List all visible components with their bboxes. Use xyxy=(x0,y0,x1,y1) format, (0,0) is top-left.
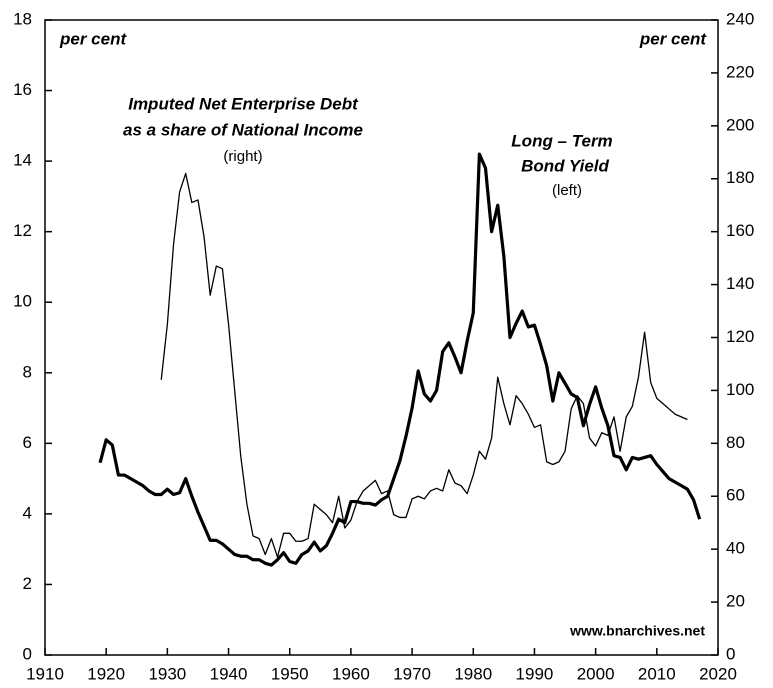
annotation: Long – Term xyxy=(511,131,612,150)
y-tick-label: 8 xyxy=(23,362,32,381)
y2-tick-label: 240 xyxy=(726,9,754,28)
y2-tick-label: 20 xyxy=(726,592,745,611)
y-tick-label: 4 xyxy=(23,503,32,522)
series-line xyxy=(160,172,688,558)
y2-tick-label: 80 xyxy=(726,433,745,452)
x-tick-label: 1970 xyxy=(393,664,431,683)
y2-tick-label: 100 xyxy=(726,380,754,399)
plot-frame xyxy=(44,19,719,656)
source: www.bnarchives.net xyxy=(569,623,705,639)
x-tick-label: 1940 xyxy=(210,664,248,683)
annotation: (right) xyxy=(223,148,262,165)
y2-tick-label: 40 xyxy=(726,539,745,558)
y-tick-label: 18 xyxy=(13,9,32,28)
x-tick-label: 2000 xyxy=(577,664,615,683)
y2-tick-label: 120 xyxy=(726,327,754,346)
y-tick-label: 14 xyxy=(13,151,32,170)
x-tick-label: 1930 xyxy=(148,664,186,683)
y-tick-label: 10 xyxy=(13,292,32,311)
annotation: Bond Yield xyxy=(521,156,609,175)
y2-tick-label: 180 xyxy=(726,168,754,187)
y2-tick-label: 140 xyxy=(726,274,754,293)
annotation: Imputed Net Enterprise Debt xyxy=(128,94,359,113)
y2-tick-label: 200 xyxy=(726,115,754,134)
y-tick-label: 6 xyxy=(23,433,32,452)
y2-tick-label: 220 xyxy=(726,62,754,81)
y-tick-label: 12 xyxy=(13,221,32,240)
x-tick-label: 2020 xyxy=(699,664,737,683)
annotation: as a share of National Income xyxy=(123,120,363,139)
x-tick-label: 1990 xyxy=(516,664,554,683)
y-tick-label: 0 xyxy=(23,644,32,663)
x-tick-label: 1910 xyxy=(26,664,64,683)
y2-axis-label: per cent xyxy=(639,29,707,48)
y-axis-label: per cent xyxy=(59,29,127,48)
series-line xyxy=(98,152,702,567)
y2-tick-label: 160 xyxy=(726,221,754,240)
x-tick-label: 1980 xyxy=(454,664,492,683)
x-tick-label: 1950 xyxy=(271,664,309,683)
y2-tick-label: 0 xyxy=(726,644,735,663)
annotation: (left) xyxy=(552,182,582,199)
y-tick-label: 2 xyxy=(23,574,32,593)
y-tick-label: 16 xyxy=(13,80,32,99)
y2-tick-label: 60 xyxy=(726,486,745,505)
x-tick-label: 1920 xyxy=(87,664,125,683)
x-tick-label: 2010 xyxy=(638,664,676,683)
x-tick-label: 1960 xyxy=(332,664,370,683)
